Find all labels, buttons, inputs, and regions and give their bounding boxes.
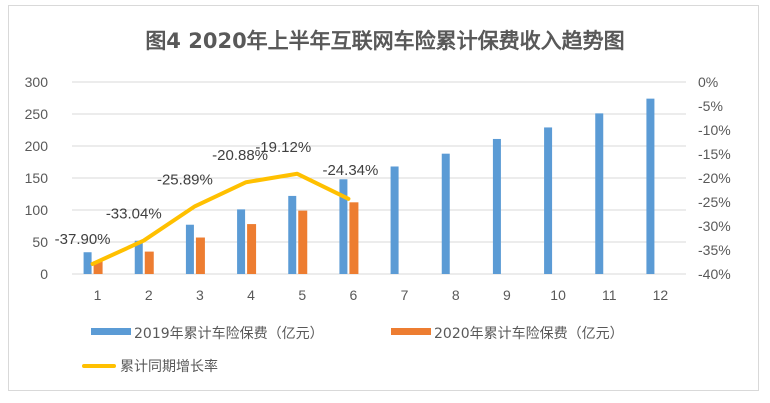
bar-2019 — [646, 98, 655, 274]
x-tick-label: 10 — [550, 287, 566, 303]
right-tick-label: -35% — [698, 242, 731, 258]
left-tick-label: 150 — [25, 170, 49, 186]
legend-swatch-2020 — [391, 328, 431, 335]
growth-rate-label: -20.88% — [212, 147, 268, 164]
bar-2020 — [93, 261, 103, 274]
growth-rate-line — [90, 171, 351, 266]
left-tick-label: 100 — [25, 202, 49, 218]
bar-2019 — [595, 113, 604, 274]
growth-rate-label: -37.90% — [55, 231, 111, 248]
bar-2020 — [144, 251, 154, 274]
legend-label-2020: 2020年累计车险保费（亿元） — [434, 325, 624, 342]
chart-border — [8, 5, 759, 391]
bar-2020 — [195, 237, 205, 274]
bar-2019 — [339, 179, 348, 274]
x-tick-label: 6 — [350, 287, 358, 303]
left-tick-label: 300 — [25, 74, 49, 90]
growth-rate-label: -24.34% — [322, 162, 378, 179]
left-tick-label: 50 — [32, 234, 48, 250]
left-tick-label: 200 — [25, 138, 49, 154]
chart-title: 图4 2020年上半年互联网车险累计保费收入趋势图 — [145, 29, 624, 53]
legend-swatch-2019 — [91, 328, 131, 335]
bar-2019 — [544, 127, 553, 274]
x-tick-label: 11 — [602, 287, 617, 303]
right-tick-label: -10% — [698, 122, 731, 138]
bar-2019 — [390, 166, 399, 274]
right-tick-label: -25% — [698, 194, 731, 210]
bar-2019 — [83, 252, 92, 274]
x-tick-label: 3 — [196, 287, 204, 303]
x-tick-label: 8 — [452, 287, 460, 303]
x-tick-label: 5 — [298, 287, 306, 303]
bar-2019 — [492, 138, 501, 274]
right-tick-label: 0% — [698, 74, 718, 90]
x-tick-label: 12 — [653, 287, 669, 303]
legend-label-2019: 2019年累计车险保费（亿元） — [134, 325, 324, 342]
bar-2019 — [185, 224, 194, 274]
bar-2019 — [134, 240, 143, 274]
bar-2019 — [441, 153, 450, 274]
right-tick-label: -15% — [698, 146, 731, 162]
bar-2019 — [237, 209, 246, 274]
right-tick-label: -40% — [698, 266, 731, 282]
x-tick-label: 7 — [401, 287, 409, 303]
right-tick-label: -5% — [698, 98, 723, 114]
right-tick-label: -30% — [698, 218, 731, 234]
growth-rate-label: -19.12% — [255, 139, 311, 156]
x-tick-label: 2 — [145, 287, 153, 303]
bar-2020 — [298, 210, 308, 274]
x-tick-label: 4 — [247, 287, 255, 303]
growth-rate-label: -25.89% — [157, 171, 213, 188]
growth-rate-label: -33.04% — [106, 206, 162, 223]
bar-2020 — [349, 202, 359, 274]
left-tick-label: 250 — [25, 106, 49, 122]
left-tick-label: 0 — [40, 266, 48, 282]
legend-label-growth: 累计同期增长率 — [120, 358, 218, 375]
bar-2020 — [247, 224, 257, 274]
right-tick-label: -20% — [698, 170, 731, 186]
bar-2019 — [288, 195, 297, 274]
x-tick-label: 9 — [503, 287, 511, 303]
x-tick-label: 1 — [94, 287, 102, 303]
